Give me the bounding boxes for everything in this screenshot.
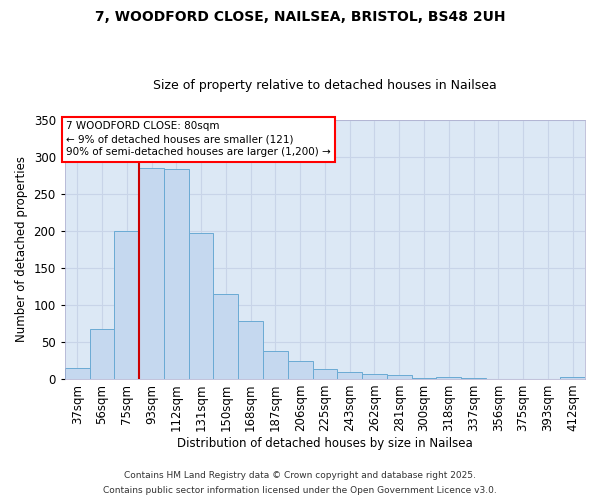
Bar [337,372,362,379]
Bar [560,378,585,379]
Bar [313,370,337,379]
Bar [214,294,238,379]
Bar [164,169,188,379]
Text: Contains HM Land Registry data © Crown copyright and database right 2025.: Contains HM Land Registry data © Crown c… [124,471,476,480]
Bar [188,233,214,379]
Text: 7, WOODFORD CLOSE, NAILSEA, BRISTOL, BS48 2UH: 7, WOODFORD CLOSE, NAILSEA, BRISTOL, BS4… [95,10,505,24]
Bar [115,230,139,379]
Bar [238,321,263,379]
Y-axis label: Number of detached properties: Number of detached properties [15,156,28,342]
Bar [362,374,387,379]
Bar [387,376,412,379]
X-axis label: Distribution of detached houses by size in Nailsea: Distribution of detached houses by size … [177,437,473,450]
Bar [436,378,461,379]
Bar [65,368,89,379]
Text: Contains public sector information licensed under the Open Government Licence v3: Contains public sector information licen… [103,486,497,495]
Bar [412,378,436,379]
Bar [263,351,288,379]
Title: Size of property relative to detached houses in Nailsea: Size of property relative to detached ho… [153,79,497,92]
Bar [139,168,164,379]
Text: 7 WOODFORD CLOSE: 80sqm
← 9% of detached houses are smaller (121)
90% of semi-de: 7 WOODFORD CLOSE: 80sqm ← 9% of detached… [66,121,331,158]
Bar [89,330,115,379]
Bar [461,378,486,379]
Bar [288,361,313,379]
